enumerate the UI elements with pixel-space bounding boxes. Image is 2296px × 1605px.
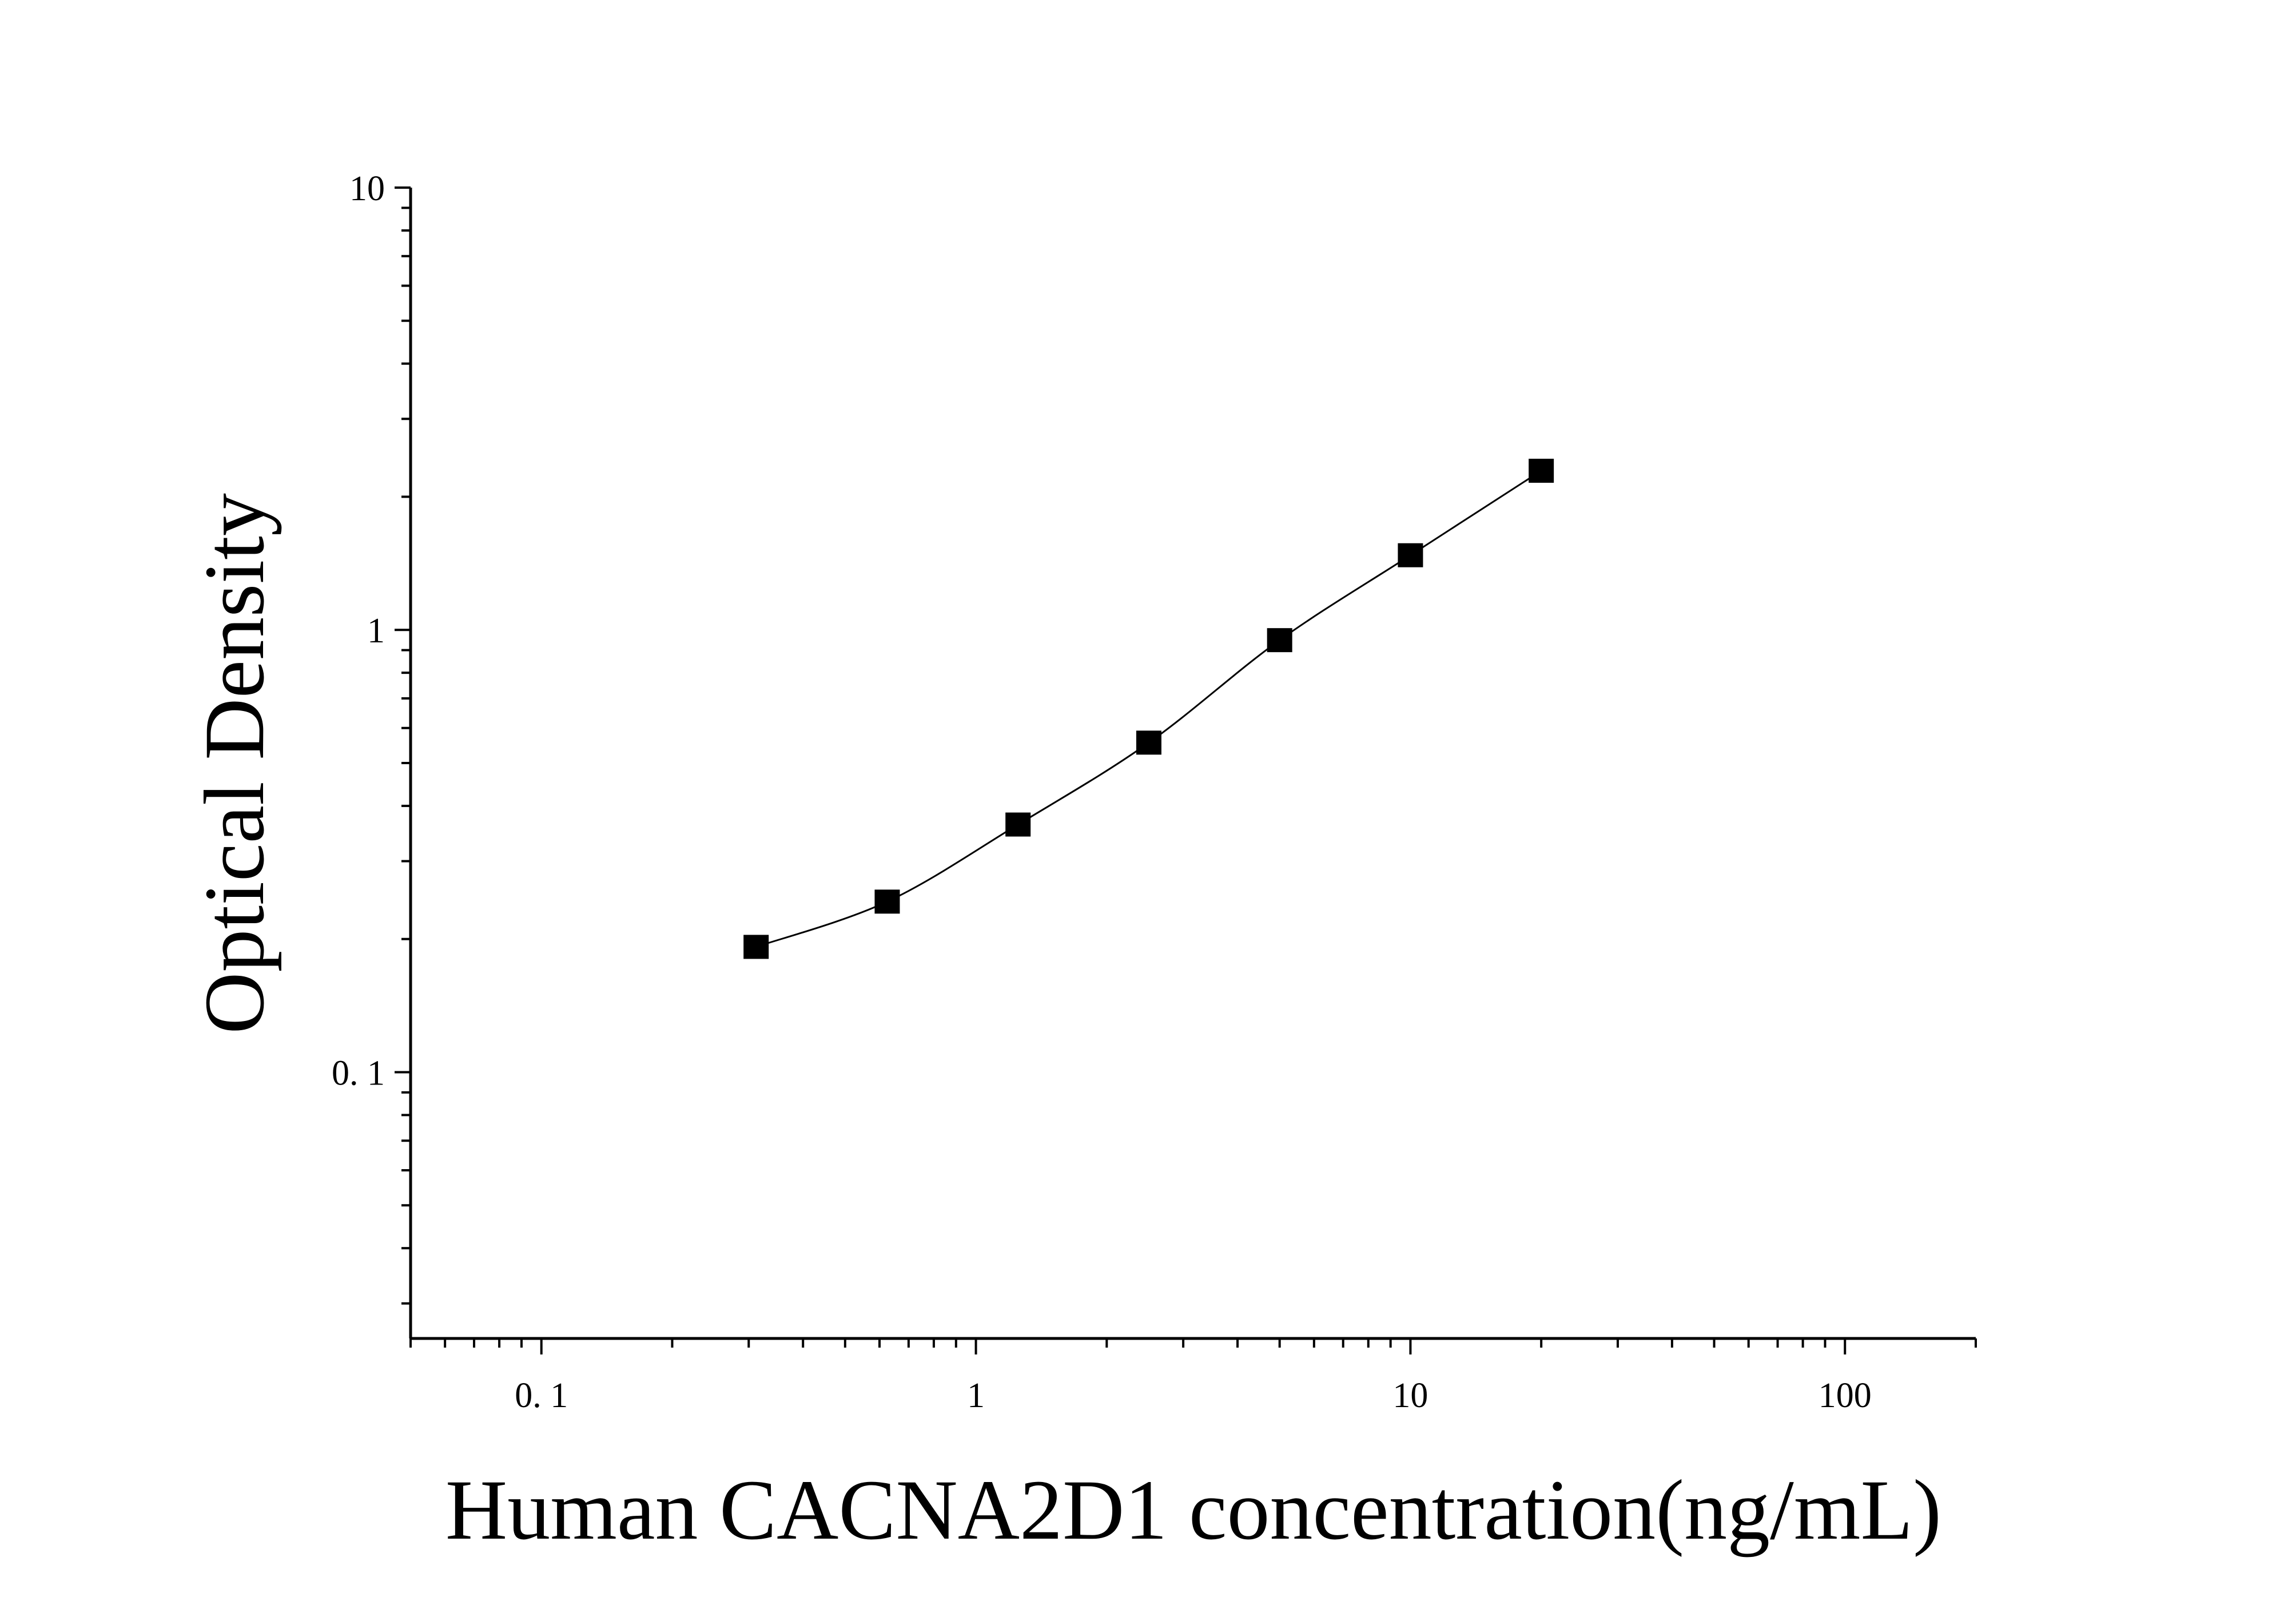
data-point [1005,812,1031,837]
ticks: 0. 1 1 10 100 0. 1 1 10 [332,169,1977,1415]
y-tick-label: 10 [349,169,385,208]
x-tick-label: 100 [1819,1376,1872,1415]
y-tick-label: 0. 1 [332,1054,385,1092]
data-point [1136,730,1161,755]
axes [409,188,1976,1340]
y-tick-label: 1 [367,611,385,650]
fit-curve [755,470,1542,948]
data-points [743,458,1554,959]
x-axis-label: Human CACNA2D1 concentration(ng/mL) [445,1463,1941,1558]
data-point [1529,458,1554,483]
data-point [1398,543,1423,567]
x-tick-label: 1 [967,1376,985,1415]
y-axis-label: Optical Density [187,493,282,1034]
data-point [1267,628,1292,653]
x-tick-label: 10 [1392,1376,1428,1415]
x-tick-label: 0. 1 [515,1376,568,1415]
data-point [874,889,900,914]
data-point [743,935,769,959]
